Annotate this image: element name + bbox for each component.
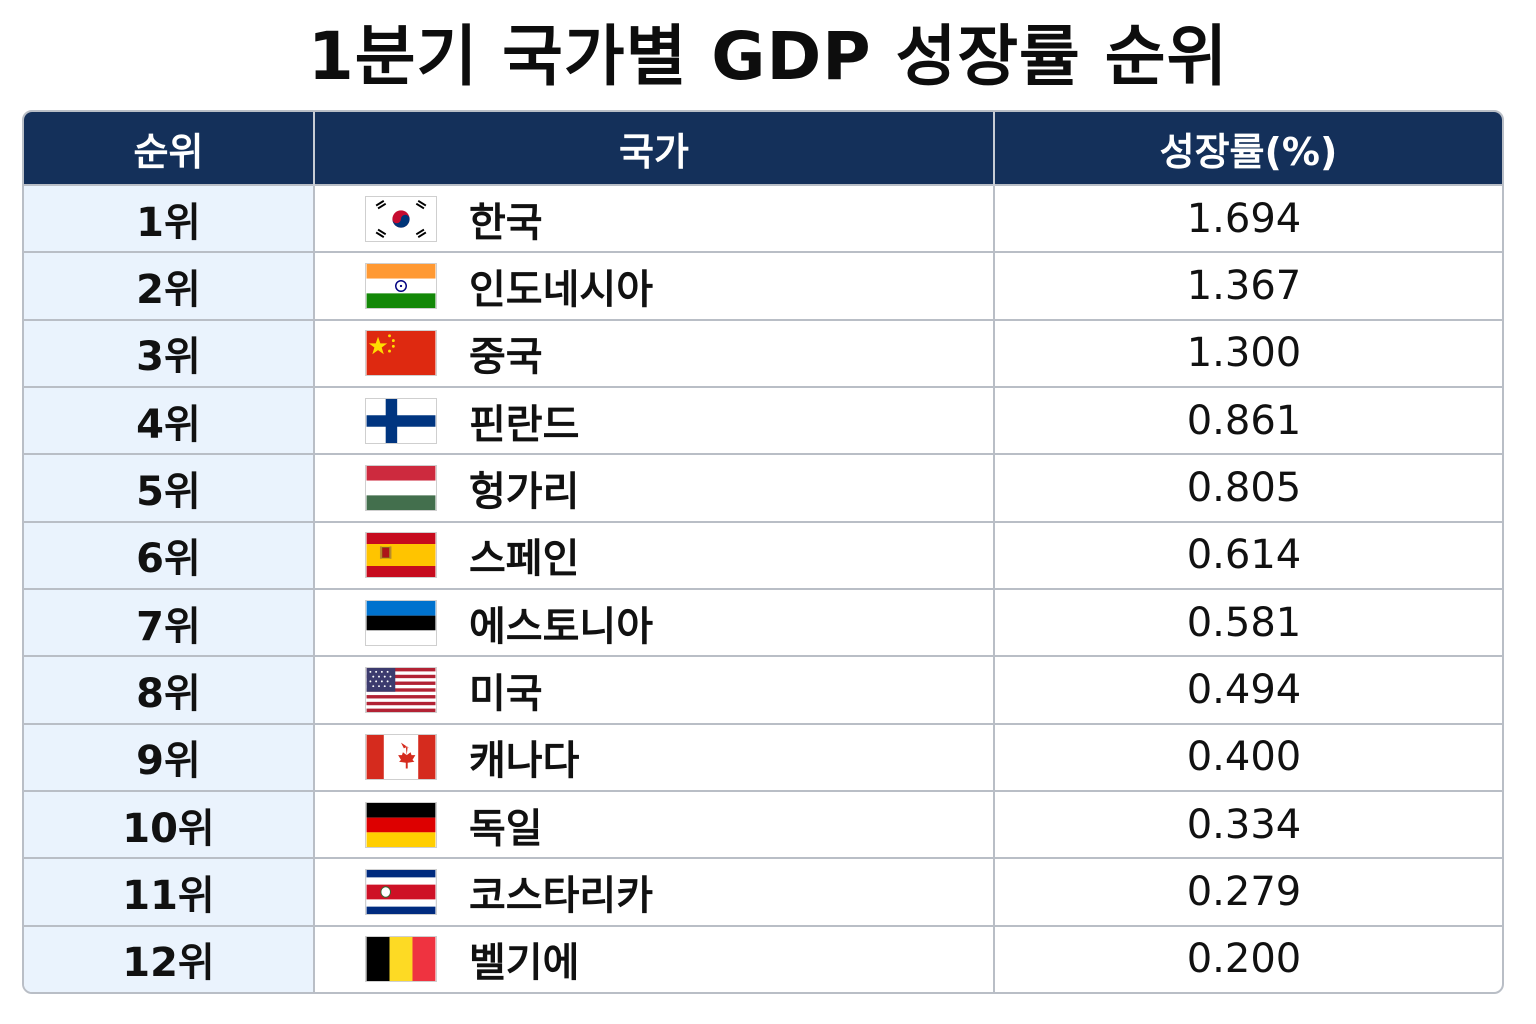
page-title: 1분기 국가별 GDP 성장률 순위 [307, 18, 1229, 95]
finland-flag-icon [365, 397, 437, 444]
rank-cell: 12위 [24, 924, 315, 992]
header-country: 국가 [314, 112, 995, 185]
rank-cell: 7위 [24, 587, 315, 657]
country-cell: 벨기에 [314, 924, 995, 992]
rank-cell: 6위 [24, 520, 315, 589]
usa-flag-icon [365, 666, 437, 713]
country-name: 핀란드 [469, 401, 580, 448]
country-cell: 스페인 [314, 520, 995, 589]
table-row: 6위 스페인 0.614 [24, 520, 1502, 589]
country-cell: 미국 [314, 655, 995, 724]
growth-cell: 0.614 [994, 520, 1502, 589]
country-name: 미국 [469, 670, 543, 717]
canada-flag-icon [365, 734, 437, 781]
spain-flag-icon [365, 532, 437, 579]
growth-cell: 0.494 [994, 655, 1502, 724]
table-row: 10위 독일 0.334 [24, 789, 1502, 859]
gdp-ranking-table: 순위 국가 성장률(%) 1위 한국 1.694 2위 인도네시아 1.367 3위 중국 1.… [22, 110, 1504, 994]
growth-cell: 0.334 [994, 789, 1502, 859]
growth-cell: 1.367 [994, 251, 1502, 320]
rank-cell: 9위 [24, 722, 315, 791]
country-name: 코스타리카 [469, 872, 653, 919]
growth-cell: 0.861 [994, 385, 1502, 455]
country-name: 헝가리 [469, 468, 580, 515]
rank-cell: 5위 [24, 453, 315, 522]
table-row: 7위 에스토니아 0.581 [24, 587, 1502, 657]
country-name: 에스토니아 [469, 603, 653, 650]
hungary-flag-icon [365, 464, 437, 511]
country-name: 캐나다 [469, 738, 580, 785]
table-row: 8위 미국 0.494 [24, 655, 1502, 724]
country-cell: 핀란드 [314, 385, 995, 455]
germany-flag-icon [365, 801, 437, 848]
growth-cell: 0.279 [994, 857, 1502, 926]
growth-cell: 0.581 [994, 587, 1502, 657]
rank-cell: 8위 [24, 655, 315, 724]
country-cell: 한국 [314, 183, 995, 253]
table-row: 5위 헝가리 0.805 [24, 453, 1502, 522]
country-cell: 독일 [314, 789, 995, 859]
table-row: 2위 인도네시아 1.367 [24, 251, 1502, 320]
rank-cell: 4위 [24, 385, 315, 455]
table-row: 4위 핀란드 0.861 [24, 385, 1502, 455]
country-name: 벨기에 [469, 940, 580, 987]
country-name: 중국 [469, 334, 543, 381]
growth-cell: 1.300 [994, 318, 1502, 387]
country-name: 한국 [469, 199, 543, 246]
country-name: 인도네시아 [469, 266, 653, 313]
country-cell: 중국 [314, 318, 995, 387]
growth-cell: 0.805 [994, 453, 1502, 522]
china-flag-icon [365, 330, 437, 377]
south-korea-flag-icon [365, 195, 437, 242]
belgium-flag-icon [365, 936, 437, 983]
rank-cell: 10위 [24, 789, 315, 859]
growth-cell: 1.694 [994, 183, 1502, 253]
rank-cell: 3위 [24, 318, 315, 387]
india-flag-icon [365, 262, 437, 309]
country-cell: 인도네시아 [314, 251, 995, 320]
growth-cell: 0.200 [994, 924, 1502, 992]
header-rank: 순위 [24, 112, 315, 185]
country-cell: 에스토니아 [314, 587, 995, 657]
country-name: 스페인 [469, 536, 580, 583]
rank-cell: 11위 [24, 857, 315, 926]
table-row: 9위 캐나다 0.400 [24, 722, 1502, 791]
header-growth: 성장률(%) [994, 112, 1502, 185]
table-row: 3위 중국 1.300 [24, 318, 1502, 387]
country-cell: 캐나다 [314, 722, 995, 791]
country-cell: 코스타리카 [314, 857, 995, 926]
rank-cell: 1위 [24, 183, 315, 253]
table-header-row: 순위 국가 성장률(%) [24, 112, 1502, 185]
table-row: 1위 한국 1.694 [24, 183, 1502, 253]
country-cell: 헝가리 [314, 453, 995, 522]
table-row: 12위 벨기에 0.200 [24, 924, 1502, 992]
country-name: 독일 [469, 805, 543, 852]
costa-rica-flag-icon [365, 868, 437, 915]
estonia-flag-icon [365, 599, 437, 646]
rank-cell: 2위 [24, 251, 315, 320]
growth-cell: 0.400 [994, 722, 1502, 791]
table-row: 11위 코스타리카 0.279 [24, 857, 1502, 926]
